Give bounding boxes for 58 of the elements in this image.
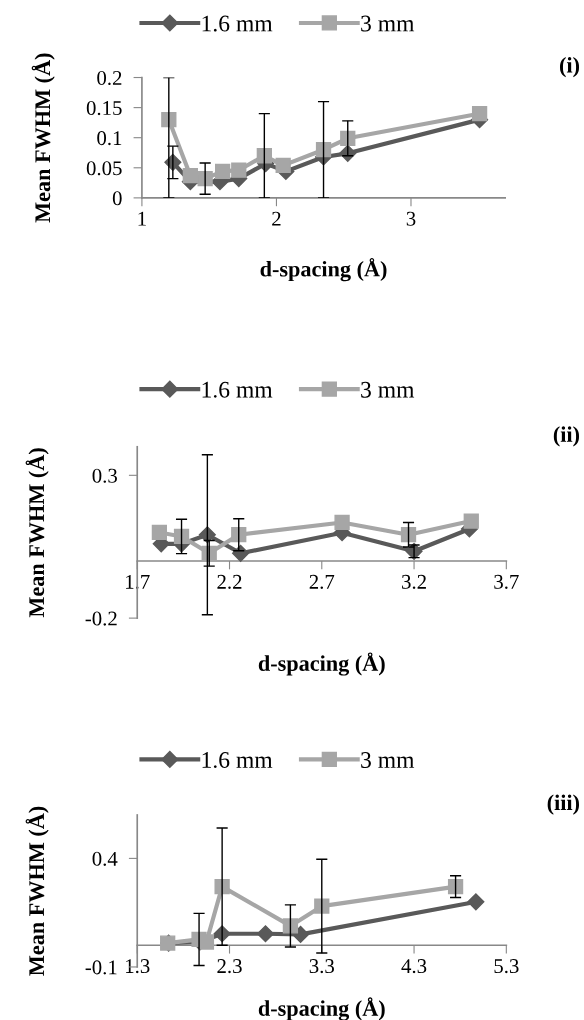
legend-label: 1.6 mm — [202, 15, 273, 32]
text: (ii) — [553, 426, 580, 447]
x-axis-title: d-spacing (Å) — [258, 652, 385, 676]
x-tick-label: 3.3 — [309, 959, 334, 974]
point — [198, 934, 215, 950]
y-tick-label: 0.1 — [97, 131, 122, 146]
point — [256, 148, 272, 164]
x-tick-label: 5.3 — [494, 959, 519, 974]
point — [232, 544, 250, 562]
y-axis-title: Mean FWHM (Å) — [25, 448, 49, 618]
x-tick-label: 2.7 — [309, 574, 335, 589]
y-tick-label: 0.05 — [86, 161, 122, 176]
text: (i) — [560, 57, 580, 78]
point — [471, 105, 488, 122]
point — [256, 925, 275, 943]
x-tick-label: 2.2 — [217, 574, 242, 589]
point — [151, 524, 168, 541]
y-tick-label: 0.3 — [92, 468, 117, 483]
x-tick-label: 4.3 — [401, 959, 427, 974]
x-tick-label: 3 — [406, 211, 416, 226]
x-tick-label: 3.7 — [494, 574, 519, 589]
y-tick-label: 0 — [112, 191, 122, 206]
x-tick-label: 2.3 — [217, 959, 242, 974]
x-tick-label: 3.2 — [402, 574, 426, 589]
legend-label: 1.6 mm — [202, 752, 273, 769]
y-axis-title: Mean FWHM (Å) — [31, 53, 55, 223]
x-tick-label: 2 — [272, 211, 281, 226]
point — [173, 528, 190, 545]
y-tick-label: 0.15 — [86, 100, 122, 116]
point — [282, 918, 299, 934]
x-tick-label: 1 — [138, 211, 146, 226]
point — [214, 163, 231, 180]
y-tick-label: -0.2 — [85, 611, 117, 626]
legend-label: 1.6 mm — [202, 381, 273, 398]
point — [314, 898, 330, 914]
point — [467, 893, 485, 911]
point — [275, 157, 291, 174]
point — [400, 527, 417, 543]
x-tick-label: 1.3 — [126, 959, 150, 974]
legend-label: 3 mm — [361, 15, 415, 32]
y-tick-label: -0.1 — [85, 960, 117, 975]
x-axis-title: d-spacing (Å) — [258, 997, 385, 1020]
x-tick-label: 1.7 — [126, 574, 150, 589]
point — [334, 514, 350, 531]
y-axis-title: Mean FWHM (Å) — [25, 806, 49, 976]
point — [447, 878, 464, 895]
point — [231, 527, 247, 543]
text: (iii) — [547, 794, 580, 815]
y-tick-label: 0.4 — [92, 851, 118, 866]
legend-label: 3 mm — [361, 752, 415, 768]
point — [231, 162, 247, 178]
point — [315, 142, 332, 158]
x-axis-title: d-spacing (Å) — [260, 258, 387, 282]
legend-label: 3 mm — [361, 381, 415, 398]
point — [463, 513, 479, 529]
point — [182, 167, 198, 184]
y-tick-label: 0.2 — [97, 70, 122, 86]
point — [340, 130, 356, 146]
